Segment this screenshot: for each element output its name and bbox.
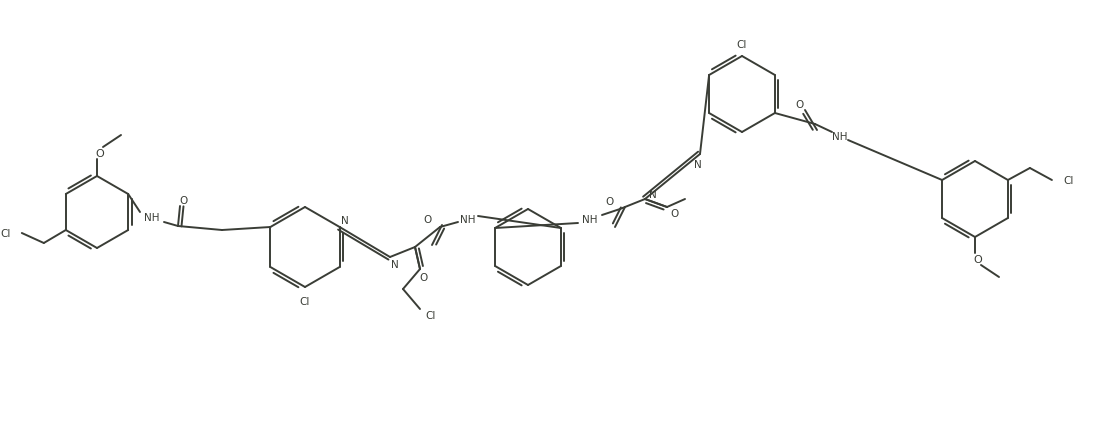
Text: Cl: Cl [1063, 175, 1073, 186]
Text: O: O [179, 196, 188, 206]
Text: O: O [974, 255, 983, 264]
Text: O: O [95, 149, 104, 159]
Text: O: O [606, 197, 614, 206]
Text: O: O [423, 215, 432, 224]
Text: Cl: Cl [425, 310, 436, 320]
Text: NH: NH [144, 212, 160, 222]
Text: O: O [419, 272, 427, 283]
Text: NH: NH [583, 215, 598, 224]
Text: N: N [341, 215, 349, 225]
Text: N: N [649, 190, 657, 200]
Text: Cl: Cl [299, 296, 310, 306]
Text: N: N [694, 160, 702, 169]
Text: NH: NH [833, 132, 848, 141]
Text: O: O [796, 100, 804, 110]
Text: Cl: Cl [737, 40, 747, 50]
Text: O: O [671, 209, 679, 218]
Text: N: N [392, 259, 399, 269]
Text: NH: NH [461, 215, 476, 224]
Text: Cl: Cl [0, 228, 11, 239]
